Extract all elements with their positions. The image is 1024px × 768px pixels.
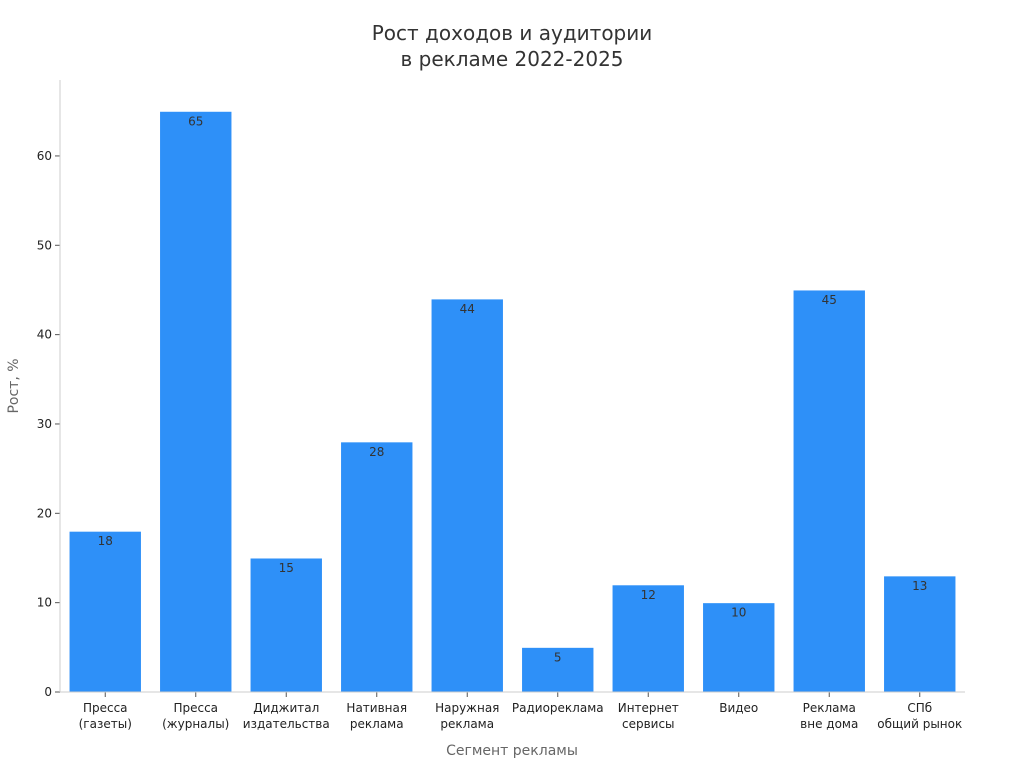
x-tick-label: общий рынок [877,717,962,731]
x-tick-label: Видео [719,701,758,715]
x-tick-label: Диджитал [253,701,319,715]
x-tick-label: реклама [440,717,494,731]
y-tick-label: 20 [37,506,52,520]
x-tick-label: (журналы) [162,717,229,731]
x-tick-label: Реклама [803,701,856,715]
data-label: 28 [369,445,384,459]
chart-title-line-1: Рост доходов и аудитории [372,21,653,45]
bar [249,557,323,693]
bar [611,584,685,693]
chart-title: Рост доходов и аудитории в рекламе 2022-… [372,21,653,71]
data-label: 44 [460,302,475,316]
x-tick-label: Нативная [346,701,407,715]
x-tick-label: Радиореклама [512,701,604,715]
x-tick-label: издательства [243,717,330,731]
x-tick-label: Пресса [173,701,218,715]
bars [68,110,957,693]
y-tick-label: 30 [37,417,52,431]
bar [68,530,142,693]
y-tick-label: 10 [37,596,52,610]
bar [159,110,233,693]
y-tick-label: 50 [37,238,52,252]
data-label: 10 [731,606,746,620]
data-label: 18 [98,534,113,548]
x-tick-label: (газеты) [79,717,132,731]
x-tick-label: вне дома [800,717,858,731]
axes [59,80,965,693]
bar [883,575,957,693]
bar [430,298,504,693]
data-label: 5 [554,650,562,664]
x-axis-ticks: Пресса (газеты) Пресса (журналы) Диджитал изд… [79,692,962,731]
y-axis-ticks: 0 10 20 30 40 50 60 [37,149,60,699]
x-tick-label: Пресса [83,701,128,715]
x-tick-label: сервисы [622,717,675,731]
x-tick-label: Интернет [618,701,679,715]
y-tick-label: 0 [44,685,52,699]
x-tick-label: СПб [907,701,932,715]
bar [340,441,414,693]
y-tick-label: 40 [37,328,52,342]
x-tick-label: реклама [350,717,404,731]
data-label: 65 [188,114,203,128]
chart-title-line-2: в рекламе 2022-2025 [400,47,623,71]
data-label: 45 [822,293,837,307]
bar [792,289,866,693]
data-label: 15 [279,561,294,575]
y-tick-label: 60 [37,149,52,163]
x-axis-label: Сегмент рекламы [446,743,578,759]
x-tick-label: Наружная [435,701,499,715]
data-label: 13 [912,579,927,593]
data-labels: 18 65 15 28 44 5 12 10 45 13 [98,114,928,664]
data-label: 12 [641,588,656,602]
y-axis-label: Рост, % [6,358,22,413]
bar [702,602,776,693]
